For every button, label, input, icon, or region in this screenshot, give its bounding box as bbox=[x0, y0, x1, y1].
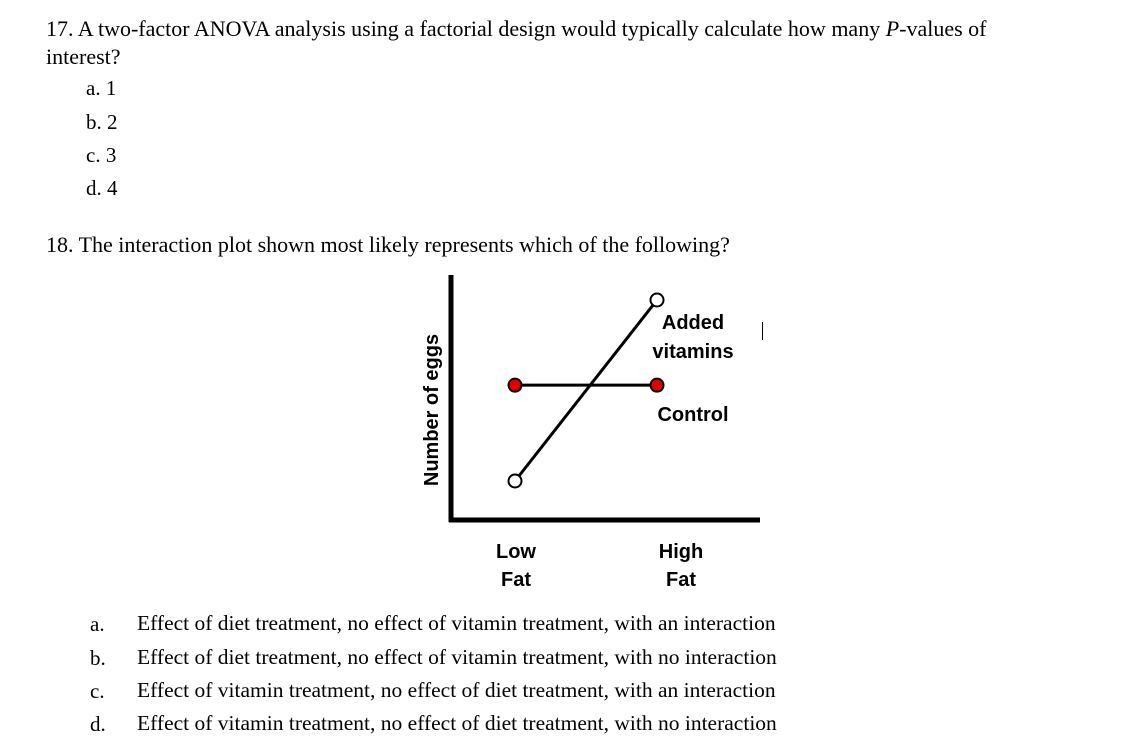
q18-choice-b-text: Effect of diet treatment, no effect of v… bbox=[137, 645, 777, 669]
series-0-point-1 bbox=[649, 292, 665, 308]
series-0-point-0 bbox=[507, 473, 523, 489]
y-axis-label: Number of eggs bbox=[421, 334, 443, 486]
q18-choice-c-text: Effect of vitamin treatment, no effect o… bbox=[137, 678, 776, 702]
series-1-point-0 bbox=[507, 377, 523, 393]
q18-choice-d-text: Effect of vitamin treatment, no effect o… bbox=[137, 711, 777, 735]
q18-choice-c-letter: c. bbox=[90, 679, 105, 703]
q18-choice-a-text: Effect of diet treatment, no effect of v… bbox=[137, 611, 776, 635]
question-18-prompt: 18. The interaction plot shown most like… bbox=[46, 232, 730, 257]
question-17-suffix: -values of bbox=[899, 16, 987, 41]
series-1-point-1 bbox=[649, 377, 665, 393]
q17-choice-a: a. 1 bbox=[86, 76, 117, 100]
x-tick-label-1-0: High bbox=[659, 541, 703, 563]
series-label-0-1: vitamins bbox=[652, 341, 733, 363]
q18-choice-a-letter: a. bbox=[90, 612, 105, 636]
q18-choice-d-letter: d. bbox=[90, 712, 106, 736]
question-17-italic-p: P bbox=[885, 16, 900, 41]
q17-choice-b: b. 2 bbox=[86, 110, 118, 134]
series-line-0 bbox=[513, 299, 659, 482]
question-17-line-1: 17. A two-factor ANOVA analysis using a … bbox=[46, 16, 987, 42]
q18-choice-b-letter: b. bbox=[90, 646, 106, 670]
series-label-0-0: Added bbox=[662, 312, 724, 334]
x-tick-label-0-0: Low bbox=[496, 541, 536, 563]
series-label-1-0: Control bbox=[657, 404, 728, 426]
q17-choice-c: c. 3 bbox=[86, 143, 117, 167]
x-tick-label-0-1: Fat bbox=[501, 569, 531, 591]
question-17-prefix: 17. A two-factor ANOVA analysis using a … bbox=[46, 16, 886, 41]
q17-choice-d: d. 4 bbox=[86, 176, 118, 200]
text-cursor bbox=[762, 322, 763, 340]
x-tick-label-1-1: Fat bbox=[666, 569, 696, 591]
question-17-line-2: interest? bbox=[46, 44, 121, 69]
